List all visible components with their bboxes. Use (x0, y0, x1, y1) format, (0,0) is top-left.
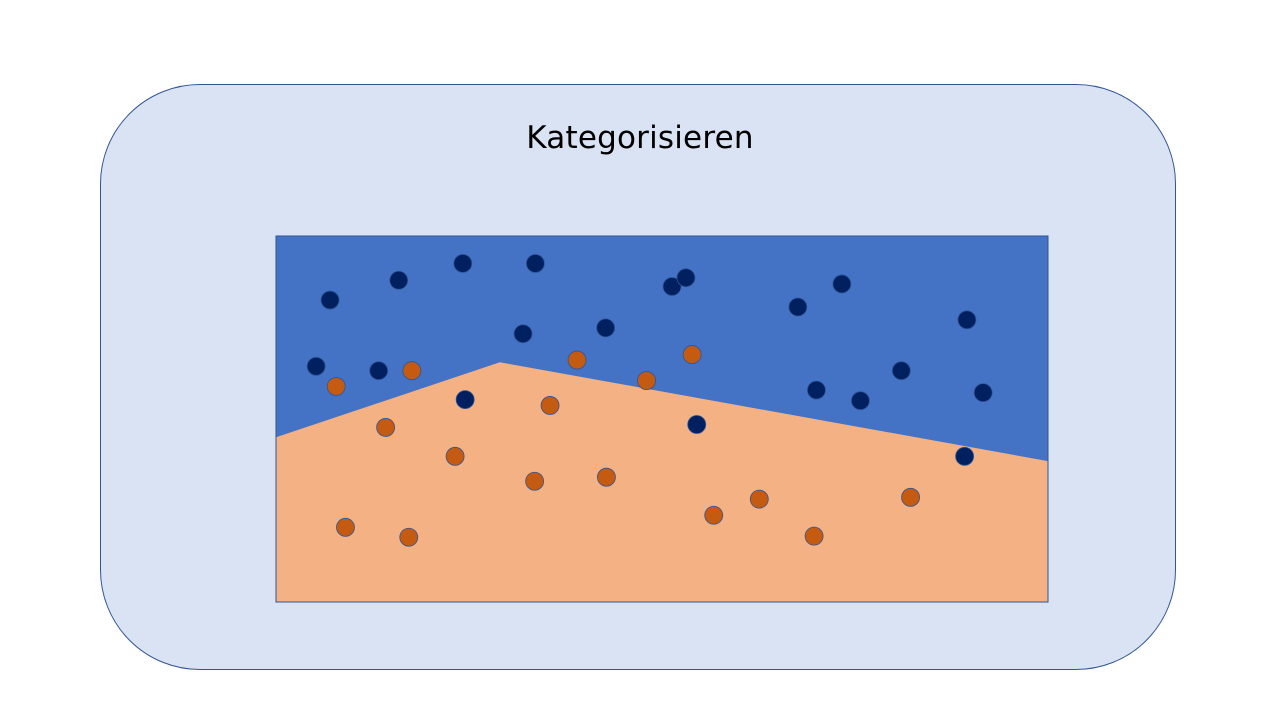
orange-data-point (445, 446, 465, 466)
orange-data-point (326, 377, 346, 396)
orange-data-point (804, 526, 824, 546)
blue-data-point (525, 254, 545, 273)
blue-data-point (676, 268, 696, 288)
orange-data-point (540, 396, 560, 415)
blue-data-point (957, 310, 977, 330)
orange-data-point (597, 467, 616, 487)
blue-data-point (306, 356, 326, 376)
blue-data-point (891, 361, 911, 381)
orange-data-point (704, 505, 724, 525)
blue-data-point (596, 318, 616, 338)
blue-data-point (851, 391, 870, 411)
blue-data-point (453, 254, 473, 273)
blue-data-point (788, 297, 808, 317)
blue-data-point (807, 380, 826, 400)
orange-data-point (567, 350, 587, 370)
orange-data-point (399, 527, 419, 547)
blue-data-point (973, 383, 993, 403)
orange-data-point (682, 345, 702, 364)
blue-data-point (455, 390, 475, 410)
orange-data-point (901, 487, 920, 507)
blue-data-point (687, 415, 707, 434)
orange-data-point (525, 471, 545, 491)
slide-title: Kategorisieren (526, 120, 754, 156)
orange-data-point (749, 489, 769, 509)
blue-data-point (955, 446, 975, 466)
orange-region (276, 362, 1048, 602)
orange-data-point (376, 418, 396, 437)
blue-data-point (832, 274, 852, 294)
data-points (306, 254, 993, 547)
plot-frame (275, 235, 1049, 603)
orange-data-point (637, 371, 656, 390)
orange-data-point (336, 517, 355, 537)
orange-data-point (402, 361, 422, 381)
blue-data-point (513, 324, 533, 344)
blue-data-point (369, 361, 389, 381)
blue-data-point (320, 290, 340, 310)
blue-data-point (389, 270, 409, 290)
blue-data-point (662, 277, 682, 296)
